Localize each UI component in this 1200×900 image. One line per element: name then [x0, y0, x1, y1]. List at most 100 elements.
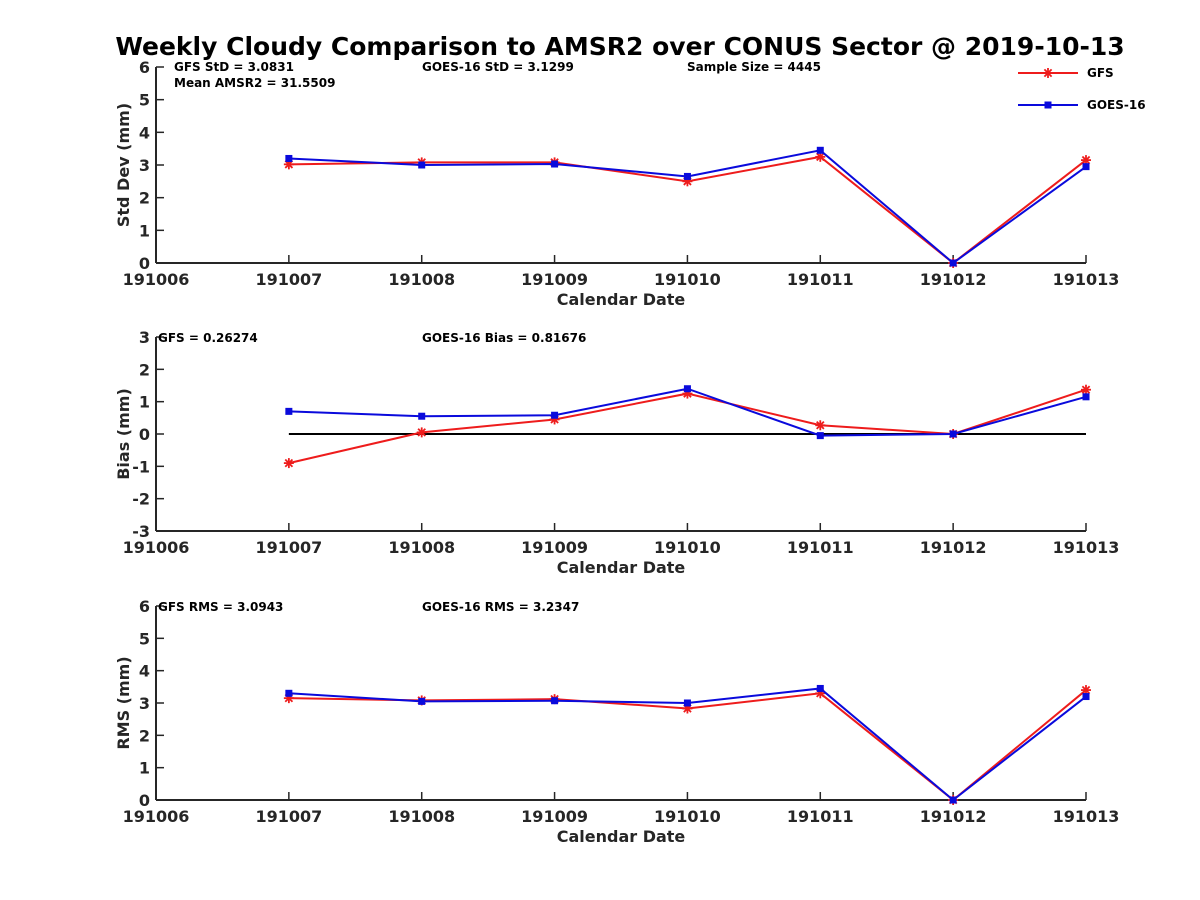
series-line-gfs — [288, 388, 1087, 465]
x-tick-label: 191012 — [920, 538, 987, 557]
x-tick-label: 191008 — [388, 807, 455, 826]
x-tick-label: 191006 — [123, 538, 190, 557]
stat-annotation: GOES-16 Bias = 0.81676 — [422, 331, 586, 345]
stat-annotation: GFS RMS = 3.0943 — [158, 600, 283, 614]
y-tick-label: 4 — [139, 662, 150, 681]
y-tick-label: 3 — [139, 694, 150, 713]
stat-annotation: Mean AMSR2 = 31.5509 — [174, 76, 335, 90]
x-tick-label: 191013 — [1053, 270, 1120, 289]
legend-label: GOES-16 — [1087, 98, 1146, 112]
x-tick-label: 191013 — [1053, 538, 1120, 557]
stat-annotation: GOES-16 RMS = 3.2347 — [422, 600, 579, 614]
stat-annotation: GFS StD = 3.0831 — [174, 60, 294, 74]
y-tick-label: 1 — [139, 221, 150, 240]
data-point-goes16 — [683, 385, 691, 393]
x-tick-label: 191011 — [787, 807, 854, 826]
data-point-gfs — [416, 427, 427, 438]
x-tick-label: 191010 — [654, 807, 721, 826]
x-tick-label: 191011 — [787, 270, 854, 289]
y-tick-label: 3 — [139, 328, 150, 347]
y-axis-label: Bias (mm) — [114, 388, 133, 480]
x-axis-label: Calendar Date — [557, 827, 686, 846]
stat-annotation: GFS = 0.26274 — [158, 331, 258, 345]
data-point-goes16 — [949, 430, 957, 438]
y-tick-label: -2 — [132, 490, 150, 509]
y-tick-label: 5 — [139, 629, 150, 648]
legend-marker-gfs — [1043, 68, 1053, 78]
y-tick-label: 1 — [139, 759, 150, 778]
x-tick-label: 191012 — [920, 807, 987, 826]
x-axis-label: Calendar Date — [557, 290, 686, 309]
x-axis-label: Calendar Date — [557, 558, 686, 577]
data-point-goes16 — [418, 161, 426, 169]
legend-label: GFS — [1087, 66, 1114, 80]
stat-annotation: Sample Size = 4445 — [687, 60, 821, 74]
data-point-gfs — [815, 420, 826, 431]
data-point-goes16 — [418, 697, 426, 705]
x-tick-label: 191007 — [255, 538, 322, 557]
data-point-gfs — [1081, 685, 1091, 696]
stat-annotation: GOES-16 StD = 3.1299 — [422, 60, 574, 74]
data-point-goes16 — [418, 412, 426, 420]
data-point-goes16 — [949, 259, 957, 267]
data-point-goes16 — [683, 172, 691, 180]
series-line-gfs — [288, 155, 1087, 265]
legend-entry-gfs: GFS — [1018, 66, 1114, 80]
data-point-goes16 — [683, 699, 691, 707]
legend-marker-goes16 — [1044, 101, 1052, 109]
x-tick-label: 191010 — [654, 270, 721, 289]
data-point-goes16 — [816, 146, 824, 154]
y-tick-label: 2 — [139, 189, 150, 208]
data-point-goes16 — [1082, 163, 1090, 171]
data-point-goes16 — [1082, 393, 1090, 401]
y-tick-label: -1 — [132, 457, 150, 476]
y-tick-label: 6 — [139, 597, 150, 616]
y-tick-label: 6 — [139, 58, 150, 77]
y-tick-label: 3 — [139, 156, 150, 175]
data-point-goes16 — [285, 689, 293, 697]
x-tick-label: 191007 — [255, 270, 322, 289]
y-axis-label: RMS (mm) — [114, 656, 133, 749]
legend: GFS GOES-16 — [1018, 66, 1146, 112]
series-line-goes16 — [288, 149, 1087, 265]
chart-title: Weekly Cloudy Comparison to AMSR2 over C… — [115, 32, 1124, 61]
x-tick-label: 191011 — [787, 538, 854, 557]
x-tick-label: 191013 — [1053, 807, 1120, 826]
data-point-goes16 — [285, 407, 293, 415]
data-point-goes16 — [285, 154, 293, 162]
x-tick-label: 191008 — [388, 270, 455, 289]
x-tick-label: 191009 — [521, 538, 588, 557]
x-tick-label: 191006 — [123, 807, 190, 826]
panel-2: -3 -2 -1 0 1 2 3 191006 191007 191008 191009 191010… — [114, 328, 1119, 577]
y-axis-label: Std Dev (mm) — [114, 103, 133, 227]
data-point-gfs — [283, 458, 294, 469]
panel-1: 0 1 2 3 4 5 6 191006 191007 191008 191009 191010 191… — [114, 58, 1119, 309]
data-point-goes16 — [949, 796, 957, 804]
x-tick-label: 191006 — [123, 270, 190, 289]
y-tick-label: 1 — [139, 393, 150, 412]
y-tick-label: 0 — [139, 791, 150, 810]
panel-3: 0 1 2 3 4 5 6 191006 191007 191008 191009 191010 191… — [114, 597, 1119, 846]
legend-entry-goes16: GOES-16 — [1018, 98, 1146, 112]
x-tick-label: 191008 — [388, 538, 455, 557]
data-point-goes16 — [551, 160, 559, 168]
data-point-goes16 — [551, 411, 559, 419]
y-tick-label: 5 — [139, 91, 150, 110]
x-tick-label: 191009 — [521, 270, 588, 289]
x-tick-label: 191009 — [521, 807, 588, 826]
data-point-goes16 — [816, 684, 824, 692]
y-tick-label: -3 — [132, 522, 150, 541]
x-tick-label: 191012 — [920, 270, 987, 289]
data-point-goes16 — [1082, 693, 1090, 701]
data-point-goes16 — [816, 432, 824, 440]
data-point-goes16 — [551, 697, 559, 705]
y-tick-label: 0 — [139, 425, 150, 444]
x-tick-label: 191007 — [255, 807, 322, 826]
data-point-gfs — [1081, 384, 1091, 395]
y-tick-label: 4 — [139, 123, 150, 142]
y-tick-label: 2 — [139, 726, 150, 745]
y-tick-label: 2 — [139, 360, 150, 379]
x-tick-label: 191010 — [654, 538, 721, 557]
